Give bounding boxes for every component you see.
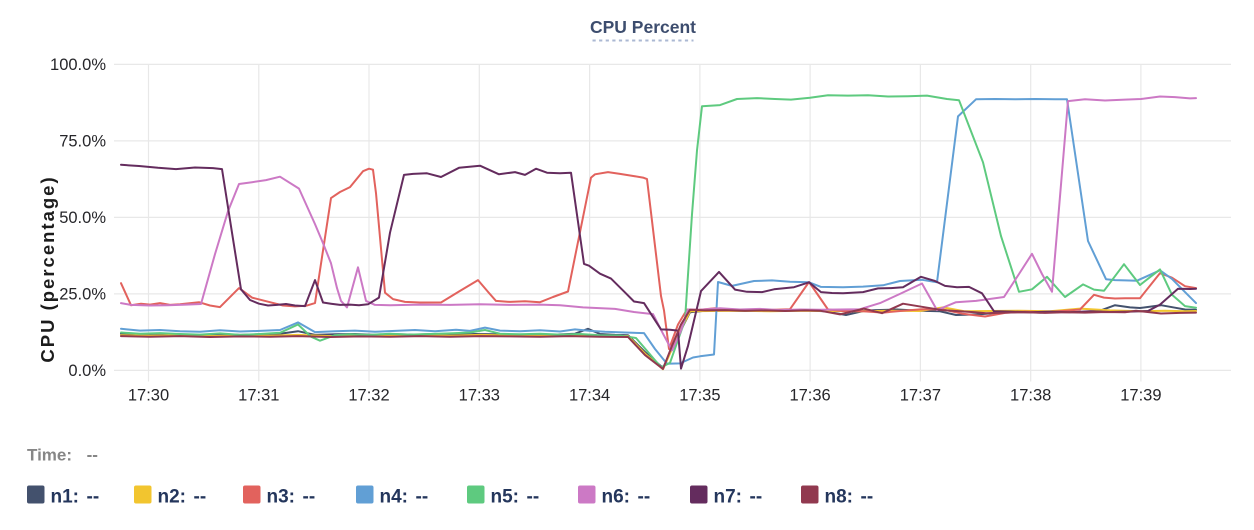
svg-text:--: --: [87, 487, 100, 508]
svg-text:17:30: 17:30: [128, 387, 169, 405]
svg-text:17:39: 17:39: [1120, 387, 1161, 405]
svg-text:n2:: n2:: [158, 487, 187, 508]
svg-text:n6:: n6:: [602, 487, 631, 508]
svg-text:17:35: 17:35: [679, 387, 720, 405]
svg-text:17:31: 17:31: [238, 387, 279, 405]
svg-text:n7:: n7:: [714, 487, 743, 508]
svg-text:--: --: [527, 487, 540, 508]
svg-text:25.0%: 25.0%: [59, 285, 106, 303]
svg-text:100.0%: 100.0%: [50, 56, 106, 74]
svg-text:75.0%: 75.0%: [59, 132, 106, 150]
svg-text:--: --: [194, 487, 207, 508]
svg-text:--: --: [303, 487, 316, 508]
svg-text:--: --: [638, 487, 651, 508]
svg-text:--: --: [861, 487, 874, 508]
svg-text:CPU Percent: CPU Percent: [590, 17, 696, 37]
svg-text:0.0%: 0.0%: [68, 362, 106, 380]
svg-text:17:32: 17:32: [348, 387, 389, 405]
svg-text:--: --: [750, 487, 763, 508]
svg-text:n8:: n8:: [825, 487, 854, 508]
svg-text:17:37: 17:37: [900, 387, 941, 405]
svg-text:17:36: 17:36: [789, 387, 830, 405]
svg-text:17:38: 17:38: [1010, 387, 1051, 405]
svg-text:17:33: 17:33: [459, 387, 500, 405]
svg-text:n1:: n1:: [51, 487, 80, 508]
svg-text:n3:: n3:: [267, 487, 296, 508]
svg-text:17:34: 17:34: [569, 387, 610, 405]
svg-text:n4:: n4:: [380, 487, 409, 508]
svg-text:CPU (percentage): CPU (percentage): [37, 175, 58, 362]
svg-text:--: --: [87, 446, 98, 465]
svg-text:50.0%: 50.0%: [59, 209, 106, 227]
svg-text:n5:: n5:: [491, 487, 520, 508]
svg-text:Time:: Time:: [27, 446, 72, 465]
svg-text:--: --: [416, 487, 429, 508]
